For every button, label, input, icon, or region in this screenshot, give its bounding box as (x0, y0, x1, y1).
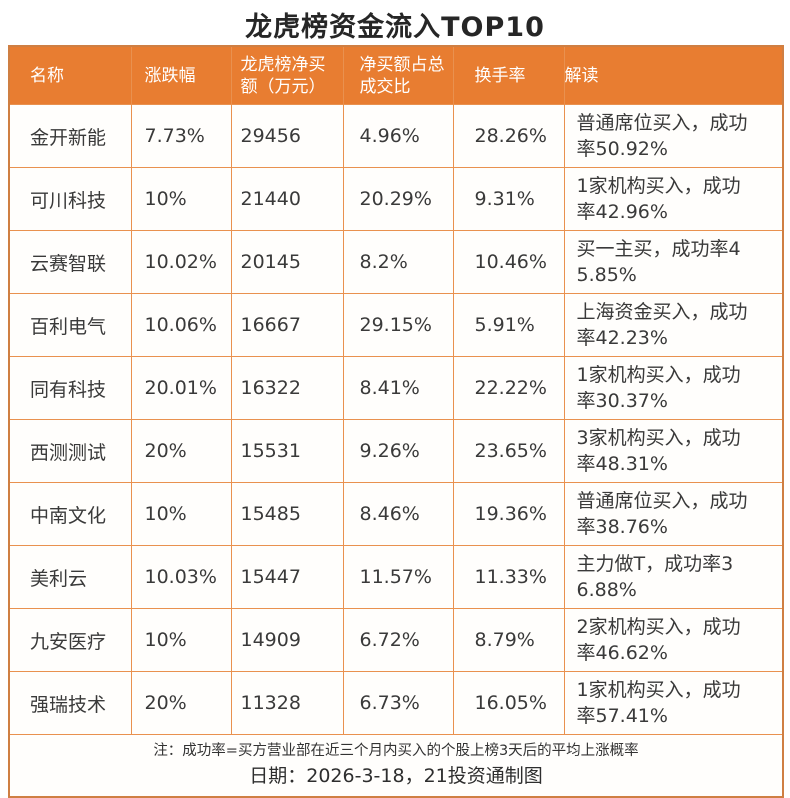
net-buy-ratio: 6.72% (342, 608, 454, 672)
turnover-rate: 8.79% (452, 608, 565, 672)
net-buy-amount: 11328 (230, 671, 344, 735)
net-buy-ratio: 11.57% (342, 545, 454, 609)
table-header: 名称 涨跌幅 龙虎榜净买额（万元） 净买额占总成交比 换手率 解读 (8, 45, 784, 105)
fund-inflow-table: 名称 涨跌幅 龙虎榜净买额（万元） 净买额占总成交比 换手率 解读 金开新能 7.73% 29… (8, 45, 784, 798)
table-row: 强瑞技术 20% 11328 6.73% 16.05% 1家机构买入，成功率57.41% (8, 671, 784, 735)
net-buy-amount: 15531 (230, 419, 344, 483)
change-percent: 10% (130, 608, 232, 672)
table-row: 西测测试 20% 15531 9.26% 23.65% 3家机构买入，成功率48.31% (8, 419, 784, 483)
stock-name: 金开新能 (8, 104, 132, 168)
net-buy-ratio: 8.46% (342, 482, 454, 546)
interpretation: 1家机构买入，成功率57.41% (563, 671, 784, 735)
turnover-rate: 5.91% (452, 293, 565, 357)
net-buy-ratio: 9.26% (342, 419, 454, 483)
stock-name: 中南文化 (8, 482, 132, 546)
change-percent: 7.73% (130, 104, 232, 168)
table-row: 同有科技 20.01% 16322 8.41% 22.22% 1家机构买入，成功率30.3… (8, 356, 784, 420)
stock-name: 西测测试 (8, 419, 132, 483)
net-buy-amount: 15447 (230, 545, 344, 609)
turnover-rate: 9.31% (452, 167, 565, 231)
turnover-rate: 11.33% (452, 545, 565, 609)
stock-name: 美利云 (8, 545, 132, 609)
table-row: 可川科技 10% 21440 20.29% 9.31% 1家机构买入，成功率42.96% (8, 167, 784, 231)
page-title: 龙虎榜资金流入TOP10 (245, 12, 545, 43)
net-buy-ratio: 6.73% (342, 671, 454, 735)
interpretation: 主力做T，成功率36.88% (563, 545, 784, 609)
table-row: 美利云 10.03% 15447 11.57% 11.33% 主力做T，成功率36.88% (8, 545, 784, 609)
table-footer: 注：成功率=买方营业部在近三个月内买入的个股上榜3天后的平均上涨概率 日期：20… (8, 734, 784, 798)
table-body: 金开新能 7.73% 29456 4.96% 28.26% 普通席位买入，成功率50.92… (8, 104, 784, 735)
change-percent: 10% (130, 482, 232, 546)
change-percent: 20% (130, 671, 232, 735)
table-row: 中南文化 10% 15485 8.46% 19.36% 普通席位买入，成功率38.76% (8, 482, 784, 546)
change-percent: 20% (130, 419, 232, 483)
turnover-rate: 28.26% (452, 104, 565, 168)
interpretation: 2家机构买入，成功率46.62% (563, 608, 784, 672)
stock-name: 可川科技 (8, 167, 132, 231)
change-percent: 10.03% (130, 545, 232, 609)
footer-row: 注：成功率=买方营业部在近三个月内买入的个股上榜3天后的平均上涨概率 日期：20… (8, 734, 784, 798)
turnover-rate: 22.22% (452, 356, 565, 420)
net-buy-ratio: 8.41% (342, 356, 454, 420)
stock-name: 强瑞技术 (8, 671, 132, 735)
net-buy-ratio: 4.96% (342, 104, 454, 168)
footer-cell: 注：成功率=买方营业部在近三个月内买入的个股上榜3天后的平均上涨概率 日期：20… (8, 734, 784, 798)
column-header: 名称 (8, 45, 132, 105)
net-buy-ratio: 20.29% (342, 167, 454, 231)
table-row: 云赛智联 10.02% 20145 8.2% 10.46% 买一主买，成功率45.85% (8, 230, 784, 294)
net-buy-amount: 16667 (230, 293, 344, 357)
interpretation: 3家机构买入，成功率48.31% (563, 419, 784, 483)
net-buy-amount: 20145 (230, 230, 344, 294)
table-row: 金开新能 7.73% 29456 4.96% 28.26% 普通席位买入，成功率50.92… (8, 104, 784, 168)
table-row: 百利电气 10.06% 16667 29.15% 5.91% 上海资金买入，成功率42.2… (8, 293, 784, 357)
interpretation: 上海资金买入，成功率42.23% (563, 293, 784, 357)
column-header: 净买额占总成交比 (342, 45, 454, 105)
change-percent: 10.06% (130, 293, 232, 357)
interpretation: 普通席位买入，成功率38.76% (563, 482, 784, 546)
net-buy-amount: 21440 (230, 167, 344, 231)
net-buy-ratio: 8.2% (342, 230, 454, 294)
interpretation: 1家机构买入，成功率42.96% (563, 167, 784, 231)
stock-name: 同有科技 (8, 356, 132, 420)
column-header: 涨跌幅 (130, 45, 232, 105)
turnover-rate: 23.65% (452, 419, 565, 483)
change-percent: 20.01% (130, 356, 232, 420)
interpretation: 普通席位买入，成功率50.92% (563, 104, 784, 168)
net-buy-amount: 29456 (230, 104, 344, 168)
date-and-credit: 日期：2026-3-18，21投资通制图 (249, 765, 543, 787)
column-header: 龙虎榜净买额（万元） (230, 45, 344, 105)
net-buy-ratio: 29.15% (342, 293, 454, 357)
stock-name: 云赛智联 (8, 230, 132, 294)
net-buy-amount: 14909 (230, 608, 344, 672)
change-percent: 10% (130, 167, 232, 231)
net-buy-amount: 15485 (230, 482, 344, 546)
turnover-rate: 16.05% (452, 671, 565, 735)
stock-name: 九安医疗 (8, 608, 132, 672)
column-header: 解读 (563, 45, 784, 105)
stock-name: 百利电气 (8, 293, 132, 357)
turnover-rate: 19.36% (452, 482, 565, 546)
change-percent: 10.02% (130, 230, 232, 294)
interpretation: 买一主买，成功率45.85% (563, 230, 784, 294)
table-row: 九安医疗 10% 14909 6.72% 8.79% 2家机构买入，成功率46.62% (8, 608, 784, 672)
column-header: 换手率 (452, 45, 565, 105)
interpretation: 1家机构买入，成功率30.37% (563, 356, 784, 420)
turnover-rate: 10.46% (452, 230, 565, 294)
header-row: 名称 涨跌幅 龙虎榜净买额（万元） 净买额占总成交比 换手率 解读 (8, 45, 784, 105)
success-rate-note: 注：成功率=买方营业部在近三个月内买入的个股上榜3天后的平均上涨概率 (153, 743, 639, 759)
net-buy-amount: 16322 (230, 356, 344, 420)
